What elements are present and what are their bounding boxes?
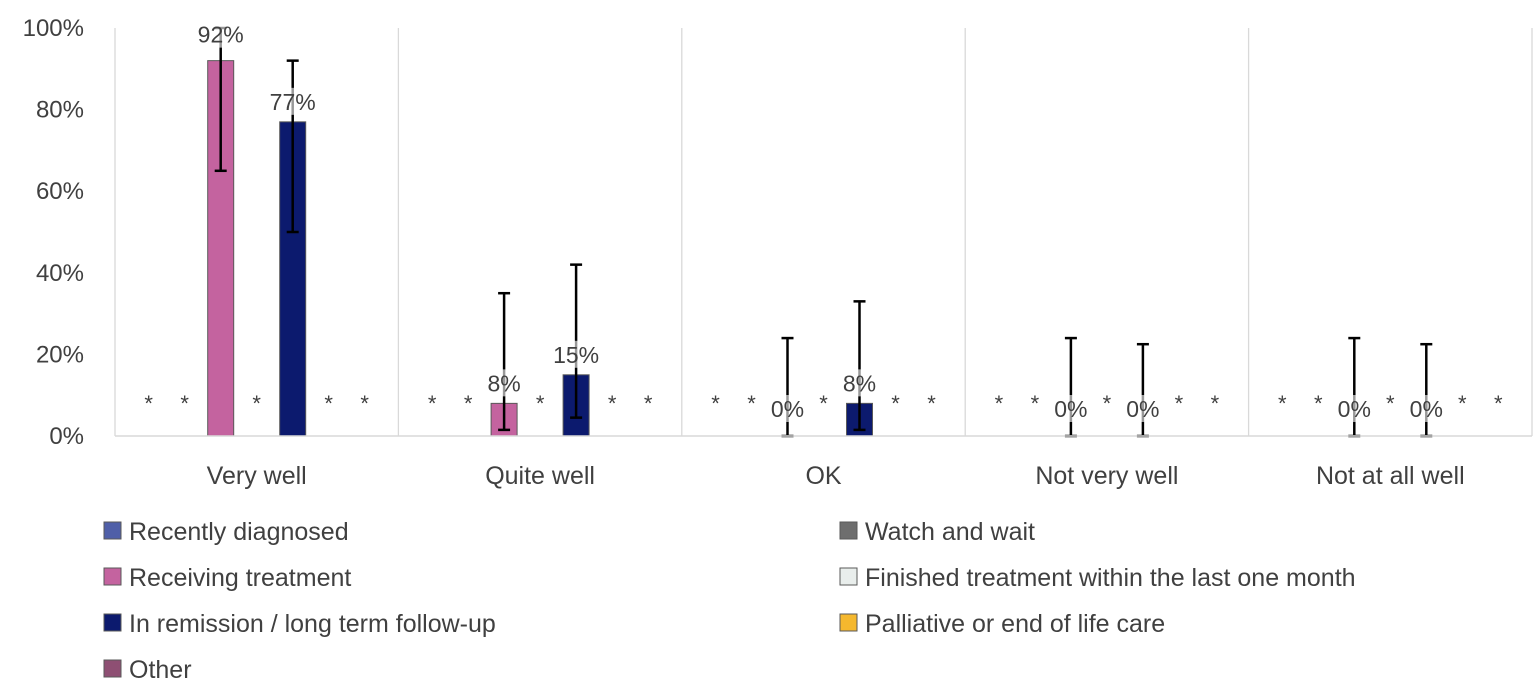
data-label-background bbox=[774, 395, 801, 422]
suppressed-marker: * bbox=[1386, 391, 1395, 416]
y-tick-label: 80% bbox=[36, 97, 84, 124]
suppressed-marker: * bbox=[747, 391, 756, 416]
legend-label: Receiving treatment bbox=[129, 564, 351, 592]
suppressed-marker: * bbox=[644, 391, 653, 416]
data-label-background bbox=[556, 340, 596, 368]
suppressed-marker: * bbox=[536, 391, 545, 416]
legend-label: Palliative or end of life care bbox=[865, 610, 1165, 638]
suppressed-marker: * bbox=[1211, 391, 1220, 416]
y-tick-label: 20% bbox=[36, 341, 84, 368]
category-label: Not at all well bbox=[1316, 462, 1465, 490]
data-label-background bbox=[846, 369, 873, 397]
legend-label: In remission / long term follow-up bbox=[129, 610, 496, 638]
category-label: Quite well bbox=[485, 462, 595, 490]
category-label: Not very well bbox=[1035, 462, 1178, 490]
suppressed-marker: * bbox=[1278, 391, 1287, 416]
suppressed-marker: * bbox=[1031, 391, 1040, 416]
legend-swatch bbox=[839, 521, 858, 540]
category-separators bbox=[114, 28, 1533, 436]
suppressed-marker: * bbox=[711, 391, 720, 416]
suppressed-marker: * bbox=[1458, 391, 1467, 416]
suppressed-marker: * bbox=[1103, 391, 1112, 416]
data-label: 92% bbox=[198, 22, 244, 48]
data-label: 77% bbox=[270, 89, 316, 115]
y-tick-label: 40% bbox=[36, 260, 84, 287]
data-label: 0% bbox=[1054, 396, 1087, 422]
suppressed-marker: * bbox=[1314, 391, 1323, 416]
legend-swatch bbox=[103, 613, 122, 632]
suppressed-marker: * bbox=[428, 391, 437, 416]
legend: Recently diagnosed Watch and wait Receivin… bbox=[103, 518, 1356, 684]
category-label: OK bbox=[805, 462, 841, 490]
suppressed-marker: * bbox=[891, 391, 900, 416]
data-label-background bbox=[273, 87, 313, 115]
suppressed-marker: * bbox=[144, 391, 153, 416]
data-label: 0% bbox=[771, 396, 804, 422]
y-tick-label: 0% bbox=[49, 423, 84, 450]
data-label: 0% bbox=[1338, 396, 1371, 422]
data-label-background bbox=[1129, 395, 1156, 422]
suppressed-marker: * bbox=[324, 391, 333, 416]
legend-label: Finished treatment within the last one m… bbox=[865, 564, 1356, 592]
suppressed-marker: * bbox=[252, 391, 261, 416]
data-label: 8% bbox=[487, 370, 520, 396]
suppressed-marker: * bbox=[180, 391, 189, 416]
data-label-background bbox=[201, 20, 241, 48]
suppressed-marker: * bbox=[1175, 391, 1184, 416]
x-axis: Very well Quite well OK Not very well Not at… bbox=[115, 435, 1532, 490]
suppressed-marker: * bbox=[360, 391, 369, 416]
suppressed-marker: * bbox=[819, 391, 828, 416]
suppressed-marker: * bbox=[608, 391, 617, 416]
legend-swatch bbox=[839, 613, 858, 632]
data-label: 0% bbox=[1410, 396, 1443, 422]
legend-swatch bbox=[839, 567, 858, 586]
legend-swatch bbox=[103, 659, 122, 678]
data-label-background bbox=[1413, 395, 1440, 422]
legend-label: Other bbox=[129, 656, 192, 684]
data-label: 8% bbox=[843, 370, 876, 396]
data-labels: * * * * * * * * * * 92% 8% 0% 0% 0% * * * * * 77% 15% 8% 0% 0% * *… bbox=[144, 20, 1503, 422]
legend-label: Watch and wait bbox=[865, 518, 1035, 546]
category-label: Very well bbox=[207, 462, 307, 490]
legend-swatch bbox=[103, 567, 122, 586]
legend-swatch bbox=[103, 521, 122, 540]
data-label: 0% bbox=[1126, 396, 1159, 422]
error-bars bbox=[214, 26, 1433, 438]
suppressed-marker: * bbox=[927, 391, 936, 416]
data-label-background bbox=[491, 369, 518, 397]
data-label-background bbox=[1341, 395, 1368, 422]
legend-label: Recently diagnosed bbox=[129, 518, 349, 546]
suppressed-marker: * bbox=[1494, 391, 1503, 416]
data-label: 15% bbox=[553, 342, 599, 368]
suppressed-marker: * bbox=[995, 391, 1004, 416]
data-label-background bbox=[1057, 395, 1084, 422]
bars bbox=[207, 60, 873, 437]
y-tick-label: 100% bbox=[23, 15, 84, 42]
suppressed-marker: * bbox=[464, 391, 473, 416]
y-axis: 0% 20% 40% 60% 80% 100% bbox=[23, 15, 84, 450]
y-tick-label: 60% bbox=[36, 178, 84, 205]
